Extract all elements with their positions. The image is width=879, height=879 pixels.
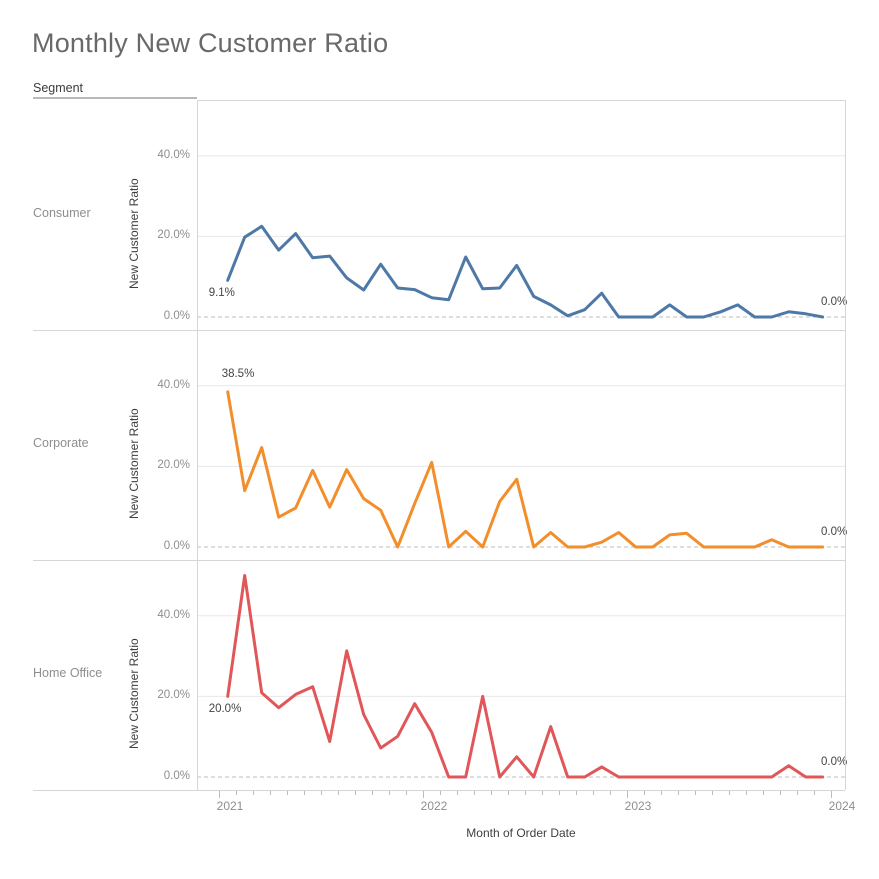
panel-home-office — [197, 574, 845, 779]
y-axis-title: New Customer Ratio — [127, 638, 141, 749]
x-axis-month-tick — [712, 791, 713, 795]
x-axis-month-tick — [287, 791, 288, 795]
x-axis-year-label: 2024 — [828, 799, 856, 813]
y-tick-label: 0.0% — [163, 770, 190, 782]
y-tick-label: 20.0% — [157, 459, 190, 472]
y-axis-title: New Customer Ratio — [127, 178, 141, 289]
x-axis-month-tick — [729, 791, 730, 795]
x-axis-month-tick — [321, 791, 322, 795]
x-axis-month-tick — [661, 791, 662, 795]
line-mark-consumer[interactable] — [226, 224, 825, 319]
x-axis-month-tick — [355, 791, 356, 795]
x-axis-month-tick — [491, 791, 492, 795]
plot-left-border — [197, 100, 198, 790]
x-axis-month-tick — [644, 791, 645, 795]
line-mark-home-office[interactable] — [226, 574, 825, 779]
row-label-corporate[interactable]: Corporate — [33, 436, 89, 450]
x-axis-month-tick — [576, 791, 577, 795]
x-axis-month-tick — [593, 791, 594, 795]
y-tick-label: 40.0% — [157, 378, 190, 391]
x-axis-month-tick — [797, 791, 798, 795]
y-tick-label: 40.0% — [157, 148, 190, 161]
panel-consumer — [197, 155, 845, 319]
x-axis-month-tick — [763, 791, 764, 795]
x-axis-month-tick — [338, 791, 339, 795]
x-axis-year-label: 2021 — [216, 799, 244, 813]
x-axis-year-label: 2022 — [420, 799, 448, 813]
last-point-label: 0.0% — [821, 756, 848, 768]
y-tick-label: 20.0% — [157, 689, 190, 702]
x-axis-month-tick — [525, 791, 526, 795]
x-axis-month-tick — [457, 791, 458, 795]
x-axis-year-tick — [627, 791, 628, 798]
x-axis-month-tick — [695, 791, 696, 795]
row-separator — [33, 560, 845, 561]
x-axis-month-tick — [389, 791, 390, 795]
x-axis-month-tick — [610, 791, 611, 795]
x-axis-month-tick — [236, 791, 237, 795]
x-axis-month-tick — [542, 791, 543, 795]
last-point-label: 0.0% — [821, 526, 848, 538]
x-axis-year-tick — [831, 791, 832, 798]
row-header-segment: Segment — [33, 81, 84, 95]
row-header-underline — [33, 97, 197, 99]
x-axis-month-tick — [440, 791, 441, 795]
panel-corporate — [197, 385, 845, 549]
plot-top-border — [197, 100, 845, 101]
line-mark-corporate[interactable] — [226, 390, 825, 549]
x-axis-month-tick — [780, 791, 781, 795]
row-label-home-office[interactable]: Home Office — [33, 666, 103, 680]
y-tick-label: 0.0% — [163, 310, 190, 322]
x-axis-month-tick — [746, 791, 747, 795]
x-axis-month-tick — [406, 791, 407, 795]
first-point-label: 20.0% — [208, 703, 242, 716]
x-axis-year-tick — [219, 791, 220, 798]
row-label-consumer[interactable]: Consumer — [33, 206, 91, 220]
x-axis-month-tick — [372, 791, 373, 795]
row-separator — [33, 790, 845, 791]
y-tick-label: 0.0% — [163, 540, 190, 552]
x-axis-month-tick — [559, 791, 560, 795]
x-axis-month-tick — [304, 791, 305, 795]
y-axis-title: New Customer Ratio — [127, 408, 141, 519]
chart-title: Monthly New Customer Ratio — [32, 28, 389, 58]
y-tick-label: 20.0% — [157, 229, 190, 242]
y-tick-label: 40.0% — [157, 608, 190, 621]
first-point-label: 9.1% — [208, 287, 235, 300]
first-point-label: 38.5% — [221, 367, 255, 380]
x-axis-title: Month of Order Date — [466, 826, 576, 840]
row-separator — [33, 330, 845, 331]
x-axis-month-tick — [474, 791, 475, 795]
plot-right-border — [845, 100, 846, 790]
x-axis-month-tick — [678, 791, 679, 795]
x-axis-month-tick — [253, 791, 254, 795]
x-axis-year-tick — [423, 791, 424, 798]
x-axis-month-tick — [508, 791, 509, 795]
x-axis-month-tick — [270, 791, 271, 795]
x-axis-year-label: 2023 — [624, 799, 652, 813]
x-axis-month-tick — [814, 791, 815, 795]
last-point-label: 0.0% — [821, 296, 848, 308]
